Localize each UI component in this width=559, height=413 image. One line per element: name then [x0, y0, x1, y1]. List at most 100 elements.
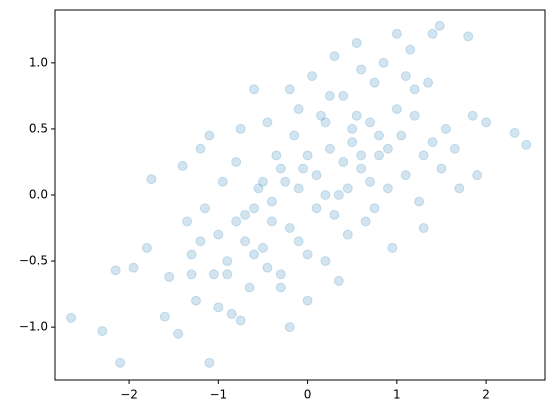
- point: [177, 160, 188, 171]
- point: [293, 236, 304, 247]
- axes-frame: [54, 9, 546, 381]
- points: [66, 20, 532, 368]
- point: [333, 275, 344, 286]
- point: [66, 312, 77, 323]
- point: [521, 139, 532, 150]
- point: [110, 265, 121, 276]
- point: [434, 20, 445, 31]
- point: [347, 123, 358, 134]
- point: [423, 77, 434, 88]
- point: [217, 176, 228, 187]
- point: [400, 170, 411, 181]
- point: [293, 183, 304, 194]
- point: [365, 117, 376, 128]
- point: [275, 282, 286, 293]
- point: [235, 123, 246, 134]
- point: [173, 328, 184, 339]
- point: [387, 242, 398, 253]
- point: [271, 150, 282, 161]
- point: [378, 57, 389, 68]
- point: [208, 269, 219, 280]
- point: [298, 163, 309, 174]
- point: [454, 183, 465, 194]
- point: [418, 223, 429, 234]
- point: [146, 174, 157, 185]
- point: [275, 163, 286, 174]
- point: [115, 357, 126, 368]
- point: [213, 229, 224, 240]
- point: [324, 143, 335, 154]
- point: [409, 110, 420, 121]
- y-tick-label: 1.0: [29, 55, 48, 69]
- point: [396, 130, 407, 141]
- point: [440, 123, 451, 134]
- point: [222, 256, 233, 267]
- point: [240, 209, 251, 220]
- point: [257, 242, 268, 253]
- point: [311, 203, 322, 214]
- point: [280, 176, 291, 187]
- point: [249, 249, 260, 260]
- point: [302, 150, 313, 161]
- point: [342, 229, 353, 240]
- point: [356, 150, 367, 161]
- point: [436, 163, 447, 174]
- point: [320, 256, 331, 267]
- point: [320, 190, 331, 200]
- y-tick-label: 0.5: [29, 121, 48, 135]
- x-tick-label: 0: [304, 388, 312, 402]
- point: [409, 84, 420, 95]
- point: [249, 84, 260, 95]
- point: [329, 209, 340, 220]
- point: [235, 315, 246, 326]
- point: [427, 28, 438, 39]
- point: [186, 269, 197, 280]
- point: [347, 137, 358, 148]
- point: [391, 28, 402, 39]
- point: [253, 183, 264, 194]
- point: [262, 117, 273, 128]
- point: [182, 216, 193, 227]
- point: [351, 110, 362, 121]
- point: [311, 170, 322, 181]
- point: [449, 143, 460, 154]
- y-tick-label: −1.0: [19, 320, 48, 334]
- point: [342, 183, 353, 194]
- point: [382, 183, 393, 194]
- y-tick-label: −0.5: [19, 254, 48, 268]
- point: [463, 31, 474, 42]
- point: [472, 170, 483, 181]
- point: [249, 203, 260, 214]
- point: [373, 130, 384, 141]
- point: [405, 44, 416, 55]
- point: [320, 117, 331, 128]
- point: [195, 236, 206, 247]
- point: [231, 216, 242, 227]
- point: [141, 242, 152, 253]
- point: [186, 249, 197, 260]
- point: [382, 143, 393, 154]
- point: [266, 216, 277, 227]
- point: [257, 176, 268, 187]
- point: [226, 308, 237, 319]
- point: [427, 137, 438, 148]
- point: [338, 90, 349, 101]
- point: [164, 271, 175, 282]
- point: [356, 64, 367, 75]
- x-tick-label: −1: [209, 388, 227, 402]
- point: [231, 156, 242, 167]
- point: [159, 311, 170, 322]
- point: [365, 176, 376, 187]
- y-tick-label: 0.0: [29, 188, 48, 202]
- point: [204, 130, 215, 141]
- point: [324, 90, 335, 101]
- point: [315, 110, 326, 121]
- point: [191, 295, 202, 306]
- point: [338, 156, 349, 167]
- point: [467, 110, 478, 121]
- point: [240, 236, 251, 247]
- point: [400, 71, 411, 82]
- point: [284, 84, 295, 95]
